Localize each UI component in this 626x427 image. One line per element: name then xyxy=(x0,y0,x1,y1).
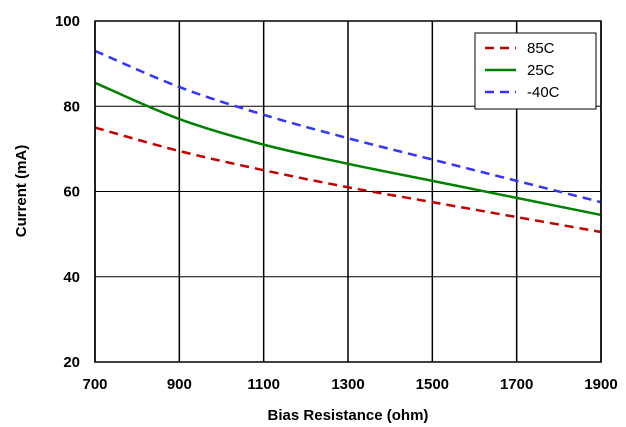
legend: 85C 25C -40C xyxy=(474,32,597,110)
legend-label-85C: 85C xyxy=(527,40,555,57)
series-lines xyxy=(94,49,602,234)
x-tick-label-700: 700 xyxy=(82,376,107,393)
series-line--40C xyxy=(94,49,602,204)
x-tick-label-1900: 1900 xyxy=(584,376,617,393)
y-tick-label-20: 20 xyxy=(63,354,80,371)
x-tick-labels: 700 900 1100 1300 1500 1700 1900 xyxy=(82,376,617,393)
y-tick-label-60: 60 xyxy=(63,184,80,201)
x-axis-title: Bias Resistance (ohm) xyxy=(268,407,429,424)
y-axis-title: Current (mA) xyxy=(13,145,30,238)
x-tick-label-1500: 1500 xyxy=(416,376,449,393)
x-tick-label-1700: 1700 xyxy=(500,376,533,393)
legend-label--40C: -40C xyxy=(527,84,560,101)
series-line-85C xyxy=(94,126,602,234)
series-line-25C xyxy=(94,81,602,217)
y-tick-label-100: 100 xyxy=(55,13,80,30)
y-tick-label-80: 80 xyxy=(63,98,80,115)
x-tick-label-1100: 1100 xyxy=(247,376,280,393)
x-tick-label-1300: 1300 xyxy=(331,376,364,393)
x-tick-label-900: 900 xyxy=(167,376,192,393)
plot-frame xyxy=(94,20,602,363)
y-tick-labels: 20 40 60 80 100 xyxy=(55,13,80,371)
legend-label-25C: 25C xyxy=(527,62,555,79)
y-tick-label-40: 40 xyxy=(63,269,80,286)
